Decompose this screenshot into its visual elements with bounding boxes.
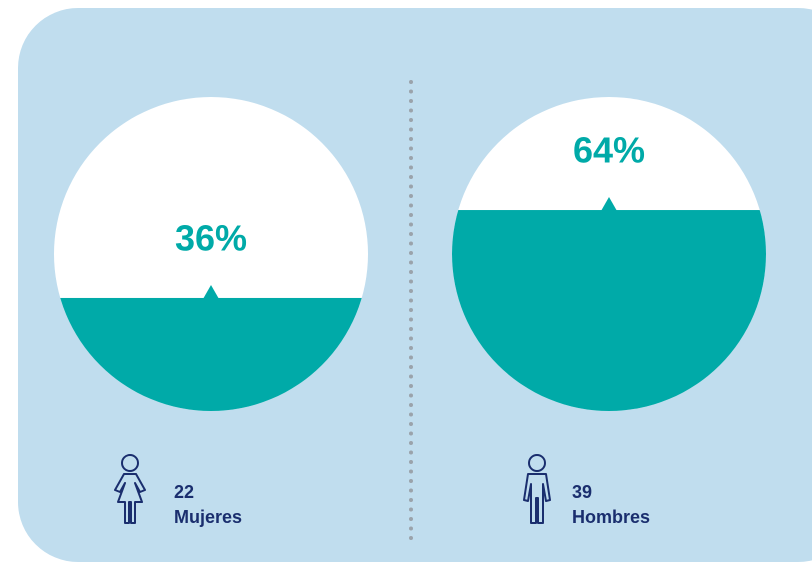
percent-label: 64% xyxy=(573,130,645,171)
notch xyxy=(203,284,219,299)
notch xyxy=(601,197,617,212)
percent-label: 36% xyxy=(175,217,247,258)
category-label: Hombres xyxy=(572,507,650,527)
male-icon xyxy=(523,454,551,524)
female-icon xyxy=(114,454,146,524)
count-label: 39 xyxy=(572,482,592,502)
count-label: 22 xyxy=(174,482,194,502)
category-label: Mujeres xyxy=(174,507,242,527)
